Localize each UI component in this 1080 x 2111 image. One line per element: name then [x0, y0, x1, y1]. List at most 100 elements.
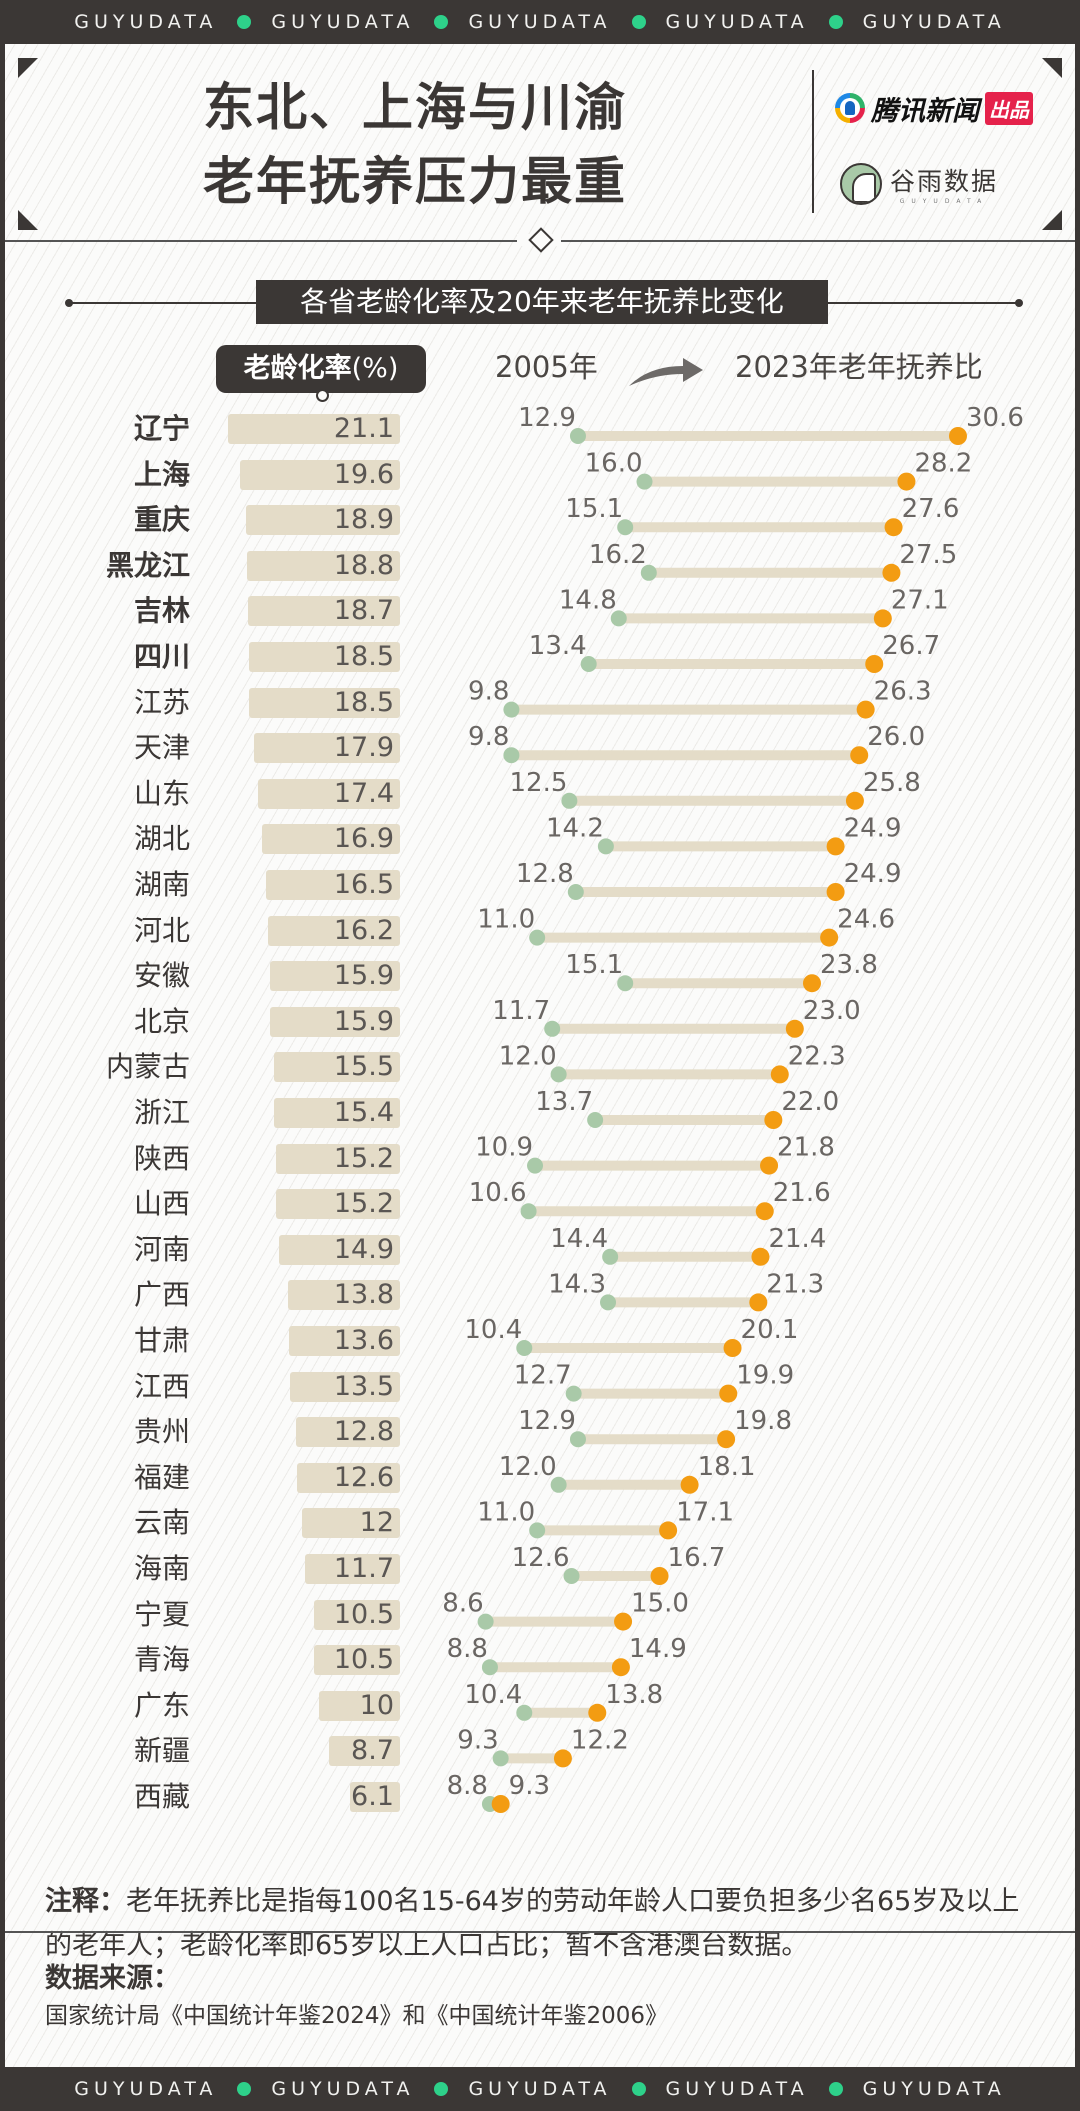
guyu-bird-icon — [840, 162, 882, 205]
province-label: 江苏 — [133, 685, 190, 719]
tencent-news-ring-icon — [835, 93, 865, 123]
aging-rate-bar — [289, 1371, 400, 1402]
province-label: 内蒙古 — [105, 1050, 190, 1084]
label-2023: 28.2 — [914, 449, 972, 479]
province-label: 福建 — [133, 1460, 190, 1494]
province-label: 天津 — [133, 731, 190, 765]
partner-subname: GUYUDATA — [899, 198, 989, 205]
dot-2023 — [755, 1202, 774, 1221]
label-2005: 12.6 — [512, 1543, 570, 1573]
dot-2023 — [553, 1749, 572, 1768]
band-dot-icon — [631, 15, 646, 29]
band-word: GUYUDATA — [271, 2078, 415, 2100]
aging-rate-bar — [318, 1690, 400, 1721]
band-word: GUYUDATA — [665, 2078, 809, 2100]
dot-2005 — [587, 1112, 604, 1128]
label-2023: 26.7 — [882, 631, 940, 661]
band-dot-icon — [828, 2082, 843, 2096]
aging-rate-value: 12 — [359, 1507, 394, 1539]
aging-rate-bar — [274, 1098, 400, 1128]
pill-pointer — [316, 389, 329, 402]
aging-rate-value: 10.5 — [333, 1644, 394, 1676]
note-label: 注释： — [45, 1886, 126, 1917]
province-label: 甘肃 — [133, 1324, 190, 1357]
dot-2023 — [588, 1703, 607, 1722]
aging-rate-bar — [267, 915, 400, 946]
label-2005: 12.7 — [514, 1361, 572, 1391]
label-2005: 15.1 — [565, 494, 623, 524]
label-2005: 12.0 — [499, 1452, 557, 1482]
note: 注释：老年抚养比是指每100名15-64岁的劳动年龄人口要负担多少名65岁及以上… — [45, 1880, 1045, 1968]
dot-2023 — [717, 1430, 736, 1449]
label-2023: 30.6 — [966, 403, 1024, 433]
dot-2005 — [569, 1431, 586, 1448]
aging-rate-value: 18.8 — [333, 549, 394, 581]
label-2005: 9.8 — [468, 722, 509, 752]
aging-rate-value: 17.4 — [333, 777, 394, 809]
aging-rate-bar — [270, 961, 400, 992]
label-2023: 27.1 — [891, 585, 949, 615]
dot-2023 — [491, 1795, 510, 1813]
band-word: GUYUDATA — [468, 2078, 612, 2100]
province-label: 陕西 — [133, 1141, 190, 1175]
label-2005: 10.6 — [469, 1178, 527, 1208]
dot-2005 — [503, 747, 520, 764]
label-2023: 21.4 — [768, 1224, 826, 1254]
label-2023: 26.0 — [867, 722, 925, 752]
aging-rate-value: 13.6 — [333, 1325, 394, 1356]
tencent-news-logo: 腾讯新闻 出品 — [835, 88, 1033, 128]
band-dot-icon — [434, 2082, 449, 2096]
dot-2023 — [680, 1475, 699, 1494]
province-label: 重庆 — [133, 503, 190, 537]
band-word: GUYUDATA — [665, 11, 809, 33]
dot-2023 — [845, 791, 864, 810]
province-label: 辽宁 — [133, 412, 190, 445]
dot-2005 — [550, 1066, 567, 1083]
band-word: GUYUDATA — [862, 2078, 1006, 2100]
dot-2005 — [561, 792, 578, 809]
label-2023: 20.1 — [741, 1315, 799, 1345]
dot-2023 — [770, 1065, 789, 1084]
province-label: 山西 — [133, 1187, 190, 1221]
title-line-2: 老年抚养压力最重 — [202, 153, 627, 212]
dot-2005 — [516, 1704, 533, 1721]
bar-header-label: 老龄化率 — [243, 353, 352, 384]
province-label: 浙江 — [133, 1096, 190, 1129]
dot-2005 — [492, 1750, 509, 1767]
band-dot-icon — [237, 2082, 252, 2096]
brand-band-bottom: GUYUDATA GUYUDATA GUYUDATA GUYUDATA GUYUDATA — [0, 2067, 1080, 2111]
aging-rate-bar — [240, 459, 400, 490]
dot-2023 — [749, 1293, 768, 1312]
label-2023: 24.9 — [844, 813, 902, 843]
chart-title: 各省老龄化率及20年来老年抚养比变化 — [256, 280, 828, 324]
label-2023: 21.3 — [766, 1269, 824, 1299]
aging-rate-value: 16.9 — [333, 823, 394, 855]
province-label: 新疆 — [133, 1734, 190, 1768]
label-2005: 14.8 — [559, 585, 617, 615]
aging-rate-value: 18.5 — [333, 641, 394, 672]
band-word: GUYUDATA — [271, 11, 415, 33]
dot-2005 — [610, 610, 627, 627]
arrow-right-icon — [629, 358, 703, 386]
corner-mark — [1042, 58, 1062, 78]
aging-rate-value: 13.5 — [333, 1370, 394, 1402]
province-label: 吉林 — [133, 594, 190, 628]
label-2005: 12.9 — [518, 403, 576, 433]
source-label: 数据来源： — [45, 1963, 180, 1994]
brand-band-top: GUYUDATA GUYUDATA GUYUDATA GUYUDATA GUYUDATA — [0, 0, 1080, 44]
province-label: 广东 — [133, 1688, 190, 1722]
label-2023: 21.6 — [773, 1178, 831, 1208]
dot-2005 — [481, 1659, 498, 1676]
dot-2005 — [600, 1294, 617, 1311]
dot-2005 — [563, 1568, 580, 1584]
province-label: 江西 — [133, 1369, 190, 1403]
label-2023: 19.8 — [734, 1406, 792, 1436]
dot-2005 — [640, 564, 657, 581]
province-label: 湖北 — [133, 822, 190, 856]
band-dot-icon — [631, 2082, 646, 2096]
dot-2005 — [580, 656, 597, 672]
dot-2023 — [760, 1156, 779, 1175]
dot-2005 — [597, 838, 614, 855]
label-2023: 27.5 — [899, 540, 957, 570]
aging-rate-bar — [262, 824, 400, 855]
